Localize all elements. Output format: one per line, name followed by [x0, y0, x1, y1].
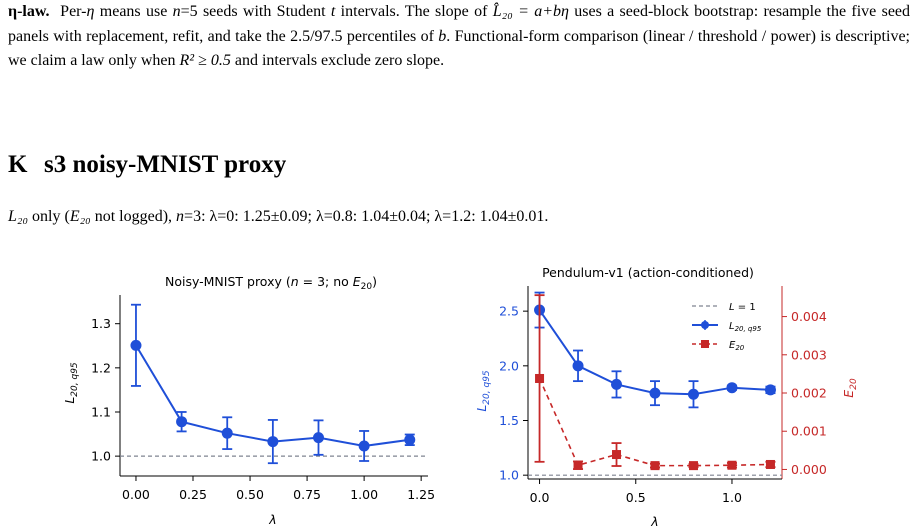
chart-a-point: [358, 440, 370, 452]
section-number: K: [8, 151, 28, 178]
chart-b-rtick-label: 0.004: [791, 309, 827, 324]
chart-b-rtick-label: 0.001: [791, 424, 827, 439]
chart-b-xtick-label: 1.0: [722, 490, 742, 505]
chart-b-xlabel: λ: [650, 514, 658, 529]
summary-only: only (: [28, 208, 70, 225]
chart-a-y-ticks: 1.0 1.1 1.2 1.3: [91, 316, 120, 464]
paragraph-text-4: intervals. The slope of: [335, 3, 493, 20]
chart-pendulum: Pendulum-v1 (action-conditioned) 1.0 1.5 2…: [474, 265, 859, 529]
chart-b-y-ticks: 1.0 1.5 2.0 2.5: [499, 304, 528, 483]
chart-b-ytick-label: 2.5: [499, 304, 519, 319]
chart-b-e20-point: [573, 460, 583, 470]
chart-b-e20-point: [650, 461, 660, 471]
chart-b-ytick-label: 1.0: [499, 468, 519, 483]
figure: Noisy-MNIST proxy (n = 3; no E20) 1.0 1.1…: [0, 255, 918, 531]
summary-l20: L₂₀: [8, 208, 29, 225]
chart-a-point: [130, 339, 142, 351]
summary-values: =3: λ=0: 1.25±0.09; λ=0.8: 1.04±0.04; λ=…: [184, 208, 549, 225]
chart-b-legend: L = 1 L20, q95 E20: [692, 302, 762, 352]
legend-e20-label: E20: [729, 340, 745, 352]
chart-b-l20-point: [572, 360, 584, 372]
chart-a-xlabel: λ: [268, 512, 276, 527]
chart-b-e20-point: [688, 461, 698, 471]
t-symbol: t: [330, 3, 336, 20]
paragraph-text-3: =5 seeds with Student: [180, 3, 331, 20]
chart-a-xtick-label: 0.25: [179, 487, 207, 502]
paragraph-lead: η-law.: [8, 3, 50, 20]
chart-a-xtick-label: 0.00: [122, 487, 150, 502]
chart-a-xtick-label: 1.00: [350, 487, 378, 502]
chart-a-x-ticks: 0.00 0.25 0.50 0.75 1.00 1.25: [122, 476, 435, 502]
chart-a-xtick-label: 0.50: [236, 487, 264, 502]
chart-a-point: [267, 436, 279, 448]
chart-b-right-ticks: 0.000 0.001 0.002 0.003 0.004: [782, 309, 827, 477]
chart-a-ytick-label: 1.2: [91, 360, 111, 375]
chart-b-ylabel: L20, q95: [474, 370, 492, 412]
chart-a-xtick-label: 1.25: [407, 487, 435, 502]
r2-condition: R² ≥ 0.5: [179, 52, 231, 70]
chart-b-ylabel-right: E20: [841, 378, 859, 398]
chart-b-e20-point: [535, 373, 545, 383]
summary-not-logged: not logged),: [90, 208, 177, 225]
slope-formula: L̂₂₀ = a+bη: [492, 3, 569, 20]
paragraph-text-1: Per-: [60, 3, 87, 20]
chart-a-point: [221, 427, 233, 439]
chart-b-l20-point: [649, 387, 661, 399]
chart-a-series: [130, 303, 416, 465]
chart-b-l20-point: [726, 382, 738, 394]
paragraph-text-5: uses a seed-block bootstrap: resample th…: [8, 3, 911, 45]
b-symbol: b: [438, 27, 447, 45]
legend-e20-marker: [701, 340, 709, 348]
chart-b-rtick-label: 0.003: [791, 347, 827, 362]
chart-b-e20-point: [612, 450, 622, 460]
chart-b-series: [534, 291, 776, 471]
chart-a-ylabel: L20, q95: [62, 362, 80, 404]
paragraph-text-6: . Functional-form comparison (linear / t…: [8, 27, 910, 70]
legend-l20-label: L20, q95: [729, 321, 762, 333]
paragraph-text-7: and intervals exclude zero slope.: [230, 52, 445, 70]
chart-a-ytick-label: 1.0: [91, 449, 111, 464]
chart-b-title: Pendulum-v1 (action-conditioned): [542, 265, 754, 280]
chart-a-point: [312, 432, 324, 444]
summary-n: n: [176, 208, 185, 225]
chart-b-xtick-label: 0.5: [626, 490, 646, 505]
n-symbol: n: [172, 3, 181, 20]
chart-b-l20-point: [764, 384, 776, 396]
chart-a-ytick-label: 1.3: [91, 316, 111, 331]
chart-b-ytick-label: 1.5: [499, 413, 519, 428]
chart-b-e20-point: [765, 459, 775, 469]
chart-a-point: [404, 434, 416, 446]
summary-line: L₂₀ only (E₂₀ not logged), n=3: λ=0: 1.2…: [8, 208, 548, 226]
paragraph-text-2: means use: [94, 3, 173, 20]
eta-symbol: η: [86, 3, 95, 20]
chart-b-l20-point: [611, 378, 623, 390]
chart-b-rtick-label: 0.002: [791, 386, 827, 401]
chart-b-rtick-label: 0.000: [791, 462, 827, 477]
chart-noisy-mnist: Noisy-MNIST proxy (n = 3; no E20) 1.0 1.1…: [62, 274, 435, 527]
chart-b-x-ticks: 0.0 0.5 1.0: [530, 479, 742, 505]
chart-a-xtick-label: 0.75: [293, 487, 321, 502]
chart-b-e20-point: [727, 460, 737, 470]
figure-svg: Noisy-MNIST proxy (n = 3; no E20) 1.0 1.1…: [62, 265, 859, 529]
chart-b-l20-point: [687, 388, 699, 400]
eta-law-paragraph: η-law. Per-η means use n=5 seeds with St…: [8, 0, 910, 74]
chart-a-point: [176, 416, 188, 428]
chart-b-xtick-label: 0.0: [530, 490, 550, 505]
chart-b-ytick-label: 2.0: [499, 358, 519, 373]
section-title: s3 noisy-MNIST proxy: [44, 151, 287, 178]
chart-a-title: Noisy-MNIST proxy (n = 3; no E20): [165, 274, 377, 292]
chart-a-ytick-label: 1.1: [91, 404, 111, 419]
summary-e20: E₂₀: [69, 208, 91, 225]
legend-ref-label: L = 1: [729, 302, 756, 313]
